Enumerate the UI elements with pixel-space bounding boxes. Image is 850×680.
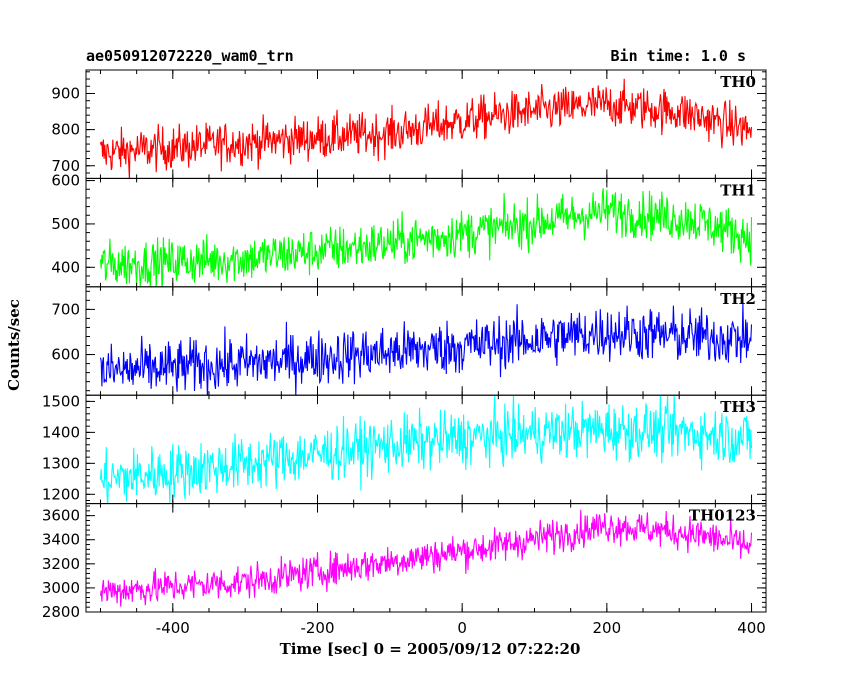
y-tick-label: 800 (51, 121, 80, 139)
panel-frame (85, 394, 767, 505)
panel-label-th3: TH3 (720, 398, 756, 416)
series-line-th0123 (99, 509, 753, 607)
y-tick-label: 3200 (42, 555, 80, 573)
chart-title: ae050912072220_wam0_trn (86, 47, 294, 65)
y-tick-label: 3400 (42, 531, 80, 549)
panel-label-th2: TH2 (720, 290, 756, 308)
y-tick-label: 500 (51, 215, 80, 233)
y-tick-label: 700 (51, 157, 80, 175)
panel-th3: 1200 1300 1400 1500 TH3 (42, 392, 767, 505)
x-tick-label: 400 (737, 619, 766, 637)
panel-label-th0123: TH0123 (689, 507, 756, 525)
y-tick-label: 3600 (42, 507, 80, 525)
series-line-th1 (99, 188, 753, 287)
y-tick-label: 1300 (42, 454, 80, 472)
x-tick-label: -400 (156, 619, 190, 637)
bin-time-label: Bin time: 1.0 s (611, 47, 746, 65)
y-tick-label: 900 (51, 84, 80, 102)
panel-th0: 700 800 900 TH0 (51, 69, 767, 179)
panel-label-th1: TH1 (720, 181, 756, 199)
y-axis-label: Counts/sec (5, 299, 23, 391)
series-line-th3 (99, 395, 753, 504)
y-tick-label: 1200 (42, 485, 80, 503)
panel-th1: 400 500 600 TH1 (51, 172, 767, 288)
y-tick-label: 3000 (42, 579, 80, 597)
x-tick-label: -200 (300, 619, 334, 637)
y-tick-label: 1400 (42, 423, 80, 441)
panels-group: 700800900TH0400500600TH1600700TH21200130… (42, 69, 767, 637)
y-tick-label: 2800 (42, 603, 80, 621)
y-tick-label: 600 (51, 172, 80, 190)
x-tick-label: 0 (457, 619, 467, 637)
panel-th2: 600 700 TH2 (51, 286, 767, 396)
y-tick-label: 600 (51, 346, 80, 364)
panel-th0123: 2800 3000 3200 3400 3600 TH0123 (42, 503, 767, 621)
y-tick-label: 1500 (42, 392, 80, 410)
x-tick-label: 200 (593, 619, 622, 637)
y-tick-label: 700 (51, 300, 80, 318)
panel-label-th0: TH0 (720, 73, 756, 91)
series-line-th2 (99, 302, 753, 396)
series-line-th0 (99, 78, 753, 179)
y-tick-label: 400 (51, 258, 80, 276)
x-axis-label: Time [sec] 0 = 2005/09/12 07:22:20 (280, 640, 581, 658)
